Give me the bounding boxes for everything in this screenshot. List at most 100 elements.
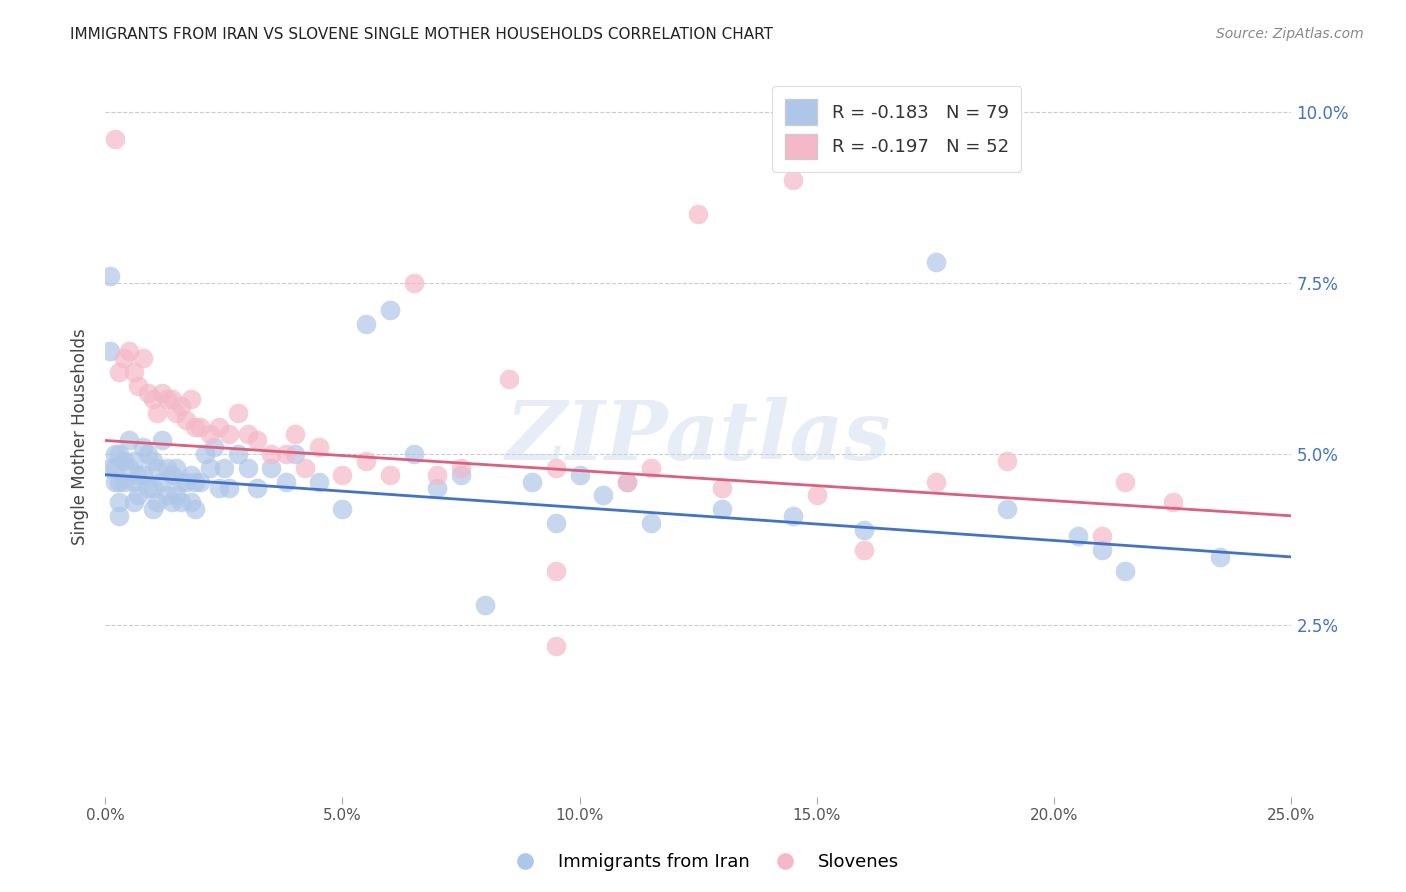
Point bbox=[136, 447, 159, 461]
Point bbox=[142, 392, 165, 407]
Point bbox=[218, 426, 240, 441]
Point bbox=[711, 502, 734, 516]
Point bbox=[782, 173, 804, 187]
Legend: Immigrants from Iran, Slovenes: Immigrants from Iran, Slovenes bbox=[499, 847, 907, 879]
Text: IMMIGRANTS FROM IRAN VS SLOVENE SINGLE MOTHER HOUSEHOLDS CORRELATION CHART: IMMIGRANTS FROM IRAN VS SLOVENE SINGLE M… bbox=[70, 27, 773, 42]
Point bbox=[236, 426, 259, 441]
Text: ZIPatlas: ZIPatlas bbox=[506, 397, 891, 477]
Point bbox=[378, 467, 401, 482]
Point bbox=[450, 461, 472, 475]
Point bbox=[142, 482, 165, 496]
Point bbox=[450, 467, 472, 482]
Point bbox=[160, 495, 183, 509]
Point bbox=[184, 419, 207, 434]
Point bbox=[1114, 564, 1136, 578]
Point bbox=[122, 475, 145, 489]
Point bbox=[853, 523, 876, 537]
Point bbox=[426, 467, 449, 482]
Point bbox=[142, 454, 165, 468]
Point bbox=[156, 392, 179, 407]
Point bbox=[544, 461, 567, 475]
Point bbox=[995, 502, 1018, 516]
Point bbox=[104, 461, 127, 475]
Point bbox=[104, 132, 127, 146]
Point bbox=[853, 543, 876, 558]
Point bbox=[924, 255, 946, 269]
Point bbox=[98, 461, 121, 475]
Point bbox=[284, 426, 307, 441]
Point bbox=[165, 461, 187, 475]
Point bbox=[332, 467, 354, 482]
Point bbox=[208, 419, 231, 434]
Point bbox=[118, 461, 141, 475]
Point bbox=[118, 344, 141, 359]
Point bbox=[180, 392, 202, 407]
Point bbox=[174, 475, 197, 489]
Point bbox=[122, 495, 145, 509]
Point bbox=[308, 440, 330, 454]
Point bbox=[544, 639, 567, 653]
Point bbox=[142, 502, 165, 516]
Point bbox=[132, 440, 155, 454]
Point bbox=[568, 467, 591, 482]
Point bbox=[1091, 529, 1114, 543]
Point bbox=[995, 454, 1018, 468]
Point bbox=[226, 447, 249, 461]
Point bbox=[1091, 543, 1114, 558]
Point bbox=[402, 276, 425, 290]
Point bbox=[198, 426, 221, 441]
Point bbox=[806, 488, 828, 502]
Point bbox=[180, 495, 202, 509]
Point bbox=[184, 502, 207, 516]
Point bbox=[180, 467, 202, 482]
Point bbox=[108, 508, 131, 523]
Point bbox=[108, 447, 131, 461]
Point bbox=[127, 467, 149, 482]
Point bbox=[146, 461, 169, 475]
Point bbox=[170, 495, 193, 509]
Point bbox=[170, 475, 193, 489]
Text: Source: ZipAtlas.com: Source: ZipAtlas.com bbox=[1216, 27, 1364, 41]
Point bbox=[308, 475, 330, 489]
Point bbox=[118, 434, 141, 448]
Point bbox=[112, 454, 135, 468]
Point bbox=[165, 488, 187, 502]
Point bbox=[354, 317, 377, 331]
Point bbox=[402, 447, 425, 461]
Point bbox=[544, 564, 567, 578]
Point bbox=[332, 502, 354, 516]
Point bbox=[260, 447, 283, 461]
Point bbox=[127, 488, 149, 502]
Point bbox=[150, 475, 173, 489]
Point bbox=[274, 475, 297, 489]
Point bbox=[156, 488, 179, 502]
Point bbox=[544, 516, 567, 530]
Point bbox=[378, 303, 401, 318]
Point bbox=[184, 475, 207, 489]
Point bbox=[127, 378, 149, 392]
Point bbox=[426, 482, 449, 496]
Point bbox=[165, 406, 187, 420]
Point bbox=[104, 475, 127, 489]
Point bbox=[122, 365, 145, 379]
Point bbox=[112, 351, 135, 366]
Point bbox=[170, 399, 193, 413]
Point bbox=[108, 475, 131, 489]
Point bbox=[1067, 529, 1090, 543]
Point bbox=[108, 365, 131, 379]
Point bbox=[150, 385, 173, 400]
Point bbox=[474, 598, 496, 612]
Point bbox=[112, 475, 135, 489]
Point bbox=[160, 467, 183, 482]
Point bbox=[98, 344, 121, 359]
Point bbox=[1161, 495, 1184, 509]
Point bbox=[98, 269, 121, 284]
Point bbox=[218, 482, 240, 496]
Point bbox=[1209, 549, 1232, 564]
Point bbox=[108, 495, 131, 509]
Point bbox=[188, 475, 211, 489]
Point bbox=[260, 461, 283, 475]
Point bbox=[246, 482, 269, 496]
Point bbox=[711, 482, 734, 496]
Point bbox=[208, 482, 231, 496]
